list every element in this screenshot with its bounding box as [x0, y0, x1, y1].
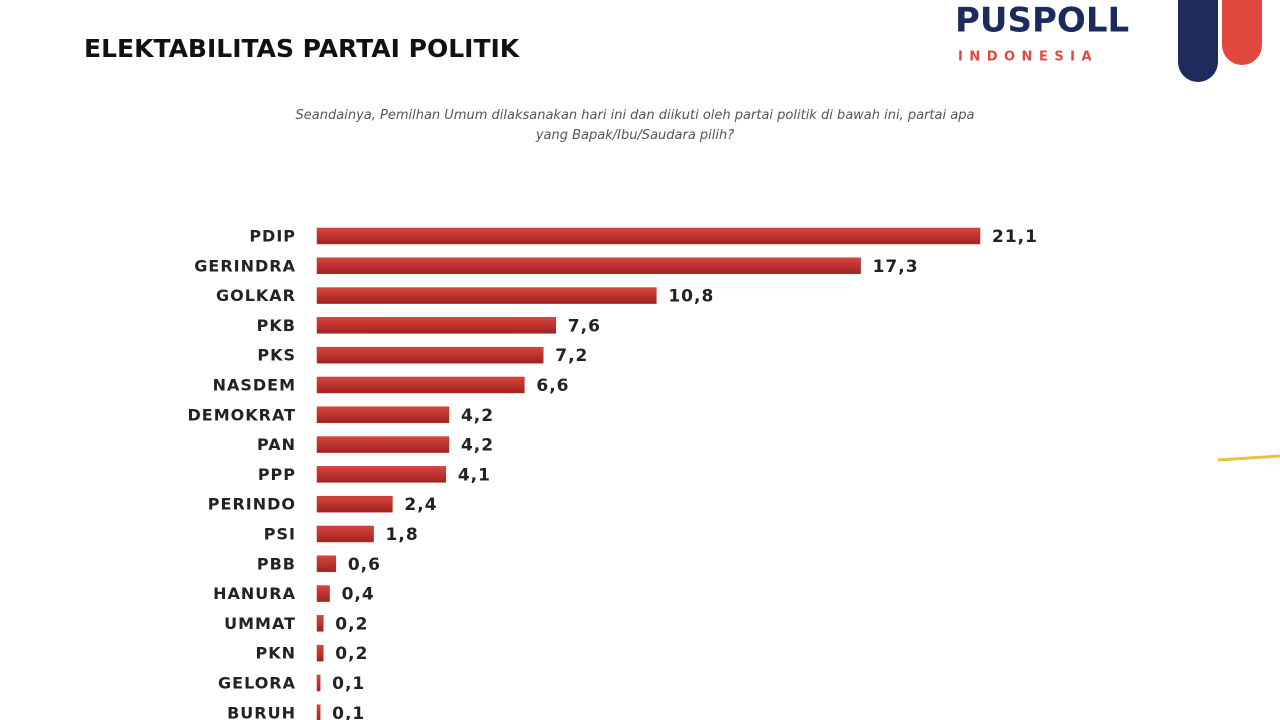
- bar: [316, 495, 393, 513]
- value-label: 0,2: [335, 614, 368, 634]
- value-label: 10,8: [668, 287, 714, 307]
- category-label: PSI: [264, 525, 296, 544]
- value-label: 21,1: [992, 227, 1038, 247]
- bar: [316, 346, 544, 364]
- value-label: 7,2: [555, 346, 588, 366]
- category-label: GELORA: [218, 674, 296, 693]
- category-label: PKN: [255, 644, 296, 663]
- category-label: PKS: [257, 346, 296, 365]
- value-label: 2,4: [404, 495, 437, 515]
- logo-shape: [1178, 0, 1218, 82]
- value-label: 4,1: [458, 465, 491, 485]
- category-label: PERINDO: [208, 495, 296, 514]
- value-label: 1,8: [386, 525, 419, 545]
- category-label: DEMOKRAT: [187, 405, 296, 424]
- bar: [316, 466, 447, 483]
- logo-name: PUSPOLL: [955, 1, 1129, 41]
- category-label: BURUH: [227, 703, 296, 720]
- value-label: 6,6: [536, 376, 569, 396]
- bar: [316, 644, 324, 662]
- bar: [316, 436, 450, 453]
- category-label: PKB: [257, 316, 296, 335]
- value-label: 17,3: [873, 257, 919, 277]
- bar: [316, 585, 330, 602]
- value-label: 7,6: [568, 316, 601, 336]
- value-label: 0,2: [335, 644, 368, 664]
- category-label: PBB: [257, 554, 296, 573]
- category-label: PPP: [258, 465, 296, 484]
- bar: [316, 674, 321, 692]
- category-label: GOLKAR: [216, 286, 296, 305]
- value-label: 4,2: [461, 436, 494, 456]
- bar: [316, 287, 657, 304]
- value-label: 0,4: [342, 585, 375, 605]
- value-label: 4,2: [461, 406, 494, 426]
- bar: [316, 704, 321, 720]
- bar: [316, 257, 861, 275]
- category-label: PDIP: [249, 227, 296, 246]
- bar: [316, 406, 450, 424]
- subtitle: Seandainya, Pemilhan Umum dilaksanakan h…: [295, 108, 975, 143]
- bar: [316, 376, 525, 394]
- category-label: GERINDRA: [194, 256, 296, 275]
- bar: [316, 555, 337, 573]
- bar: [316, 227, 981, 245]
- value-label: 0,6: [348, 555, 381, 575]
- logo: PUSPOLL INDONESIA: [955, 0, 1262, 82]
- bar: [316, 615, 324, 632]
- chart-title: ELEKTABILITAS PARTAI POLITIK: [84, 34, 521, 63]
- category-label: NASDEM: [213, 376, 296, 395]
- value-label: 0,1: [332, 674, 365, 694]
- value-label: 0,1: [332, 704, 365, 720]
- logo-country: INDONESIA: [958, 50, 1098, 65]
- bar: [316, 317, 557, 334]
- decoration: [1217, 454, 1280, 462]
- logo-shape: [1222, 0, 1262, 65]
- category-label: PAN: [257, 435, 296, 454]
- category-label: UMMAT: [224, 614, 296, 633]
- category-label: HANURA: [213, 584, 296, 603]
- bar: [316, 525, 374, 543]
